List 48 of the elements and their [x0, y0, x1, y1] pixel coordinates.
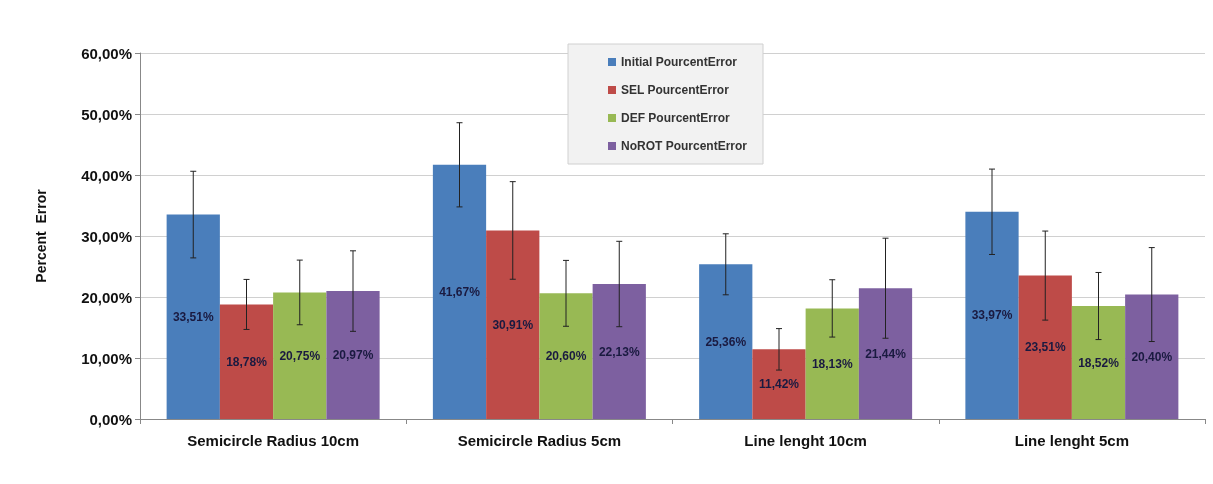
data-label: 22,13% [598, 344, 640, 359]
data-label: 20,40% [1131, 349, 1173, 364]
data-label: 41,67% [439, 284, 481, 299]
x-tick-label: Line lenght 5cm [1014, 432, 1129, 449]
legend-label: Initial PourcentError [621, 55, 738, 69]
y-axis-title: Percent Error [33, 188, 49, 283]
y-tick-label: 50,00% [81, 105, 132, 123]
bar [539, 293, 593, 419]
y-tick-label: 30,00% [81, 227, 132, 245]
bar [965, 211, 1019, 419]
bar [752, 349, 806, 419]
bar [699, 264, 753, 419]
bar [1018, 275, 1072, 419]
data-label: 20,97% [332, 348, 374, 363]
data-label: 18,13% [811, 356, 853, 371]
bar [592, 284, 646, 419]
data-label: 11,42% [758, 377, 800, 392]
data-label: 21,44% [865, 346, 907, 361]
y-tick-label: 10,00% [81, 349, 132, 367]
bar [273, 292, 327, 419]
x-tick-label: Semicircle Radius 10cm [187, 432, 360, 449]
legend-label: SEL PourcentError [621, 83, 730, 97]
data-label: 30,91% [492, 317, 534, 332]
bar [432, 164, 487, 419]
bar [1125, 294, 1179, 419]
data-label: 33,51% [172, 309, 214, 324]
bar [486, 230, 540, 419]
data-label: 25,36% [705, 334, 747, 349]
bar [219, 304, 274, 419]
data-label: 20,75% [279, 348, 321, 363]
data-label: 23,51% [1024, 340, 1066, 355]
legend-label: NoROT PourcentError [621, 139, 748, 153]
y-tick-label: 20,00% [81, 288, 132, 306]
bar [1071, 306, 1126, 419]
legend-label: DEF PourcentError [621, 111, 731, 125]
bar [858, 288, 913, 419]
bar [805, 308, 859, 419]
y-tick-label: 60,00% [81, 44, 132, 62]
x-tick-label: Line lenght 10cm [744, 432, 867, 449]
bar [326, 291, 380, 419]
y-tick-label: 0,00% [89, 410, 132, 428]
data-label: 20,60% [545, 349, 587, 364]
data-label: 33,97% [971, 308, 1013, 323]
x-tick-label: Semicircle Radius 5cm [457, 432, 622, 449]
bar [166, 214, 220, 419]
data-label: 18,78% [226, 354, 268, 369]
y-tick-label: 40,00% [81, 166, 132, 184]
data-label: 18,52% [1078, 355, 1120, 370]
